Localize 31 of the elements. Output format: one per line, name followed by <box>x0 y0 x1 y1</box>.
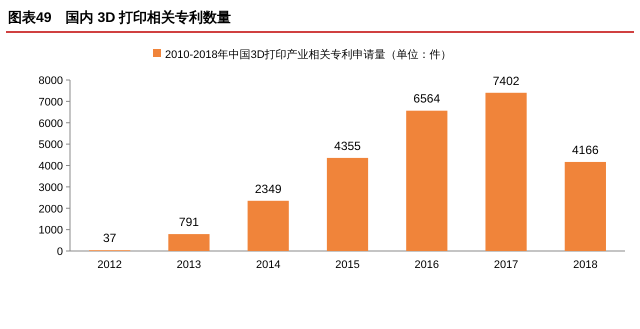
y-tick-label: 0 <box>56 246 63 258</box>
data-label: 4355 <box>334 138 362 153</box>
data-label: 37 <box>102 231 117 246</box>
bar <box>248 200 289 251</box>
x-tick-label: 2013 <box>176 259 202 271</box>
y-tick-label: 2000 <box>38 203 63 216</box>
y-tick-label: 7000 <box>38 96 63 108</box>
x-tick-label: 2016 <box>414 259 440 271</box>
y-tick-label: 1000 <box>38 224 63 237</box>
legend-label: 2010-2018年中国3D打印产业相关专利申请量（单位：件） <box>165 48 452 61</box>
y-tick-label: 8000 <box>38 75 63 87</box>
data-label: 4166 <box>572 142 600 157</box>
y-tick-label: 6000 <box>38 118 63 130</box>
chart-title: 图表49 国内 3D 打印相关专利数量 <box>8 9 232 25</box>
bar <box>168 234 210 251</box>
y-tick-label: 3000 <box>38 182 63 194</box>
bar <box>326 158 368 251</box>
x-tick-label: 2014 <box>256 259 280 271</box>
x-tick-label: 2018 <box>573 259 598 271</box>
x-tick-label: 2015 <box>335 259 360 271</box>
data-label: 7402 <box>492 74 520 88</box>
y-tick-label: 5000 <box>38 139 63 152</box>
bar <box>564 162 606 251</box>
bar <box>406 110 448 251</box>
data-label: 2349 <box>254 182 282 196</box>
data-label: 6564 <box>413 92 440 106</box>
y-tick-label: 4000 <box>38 160 63 172</box>
x-tick-label: 2017 <box>494 259 518 271</box>
bar <box>485 92 527 251</box>
x-tick-label: 2012 <box>97 259 122 271</box>
data-label: 791 <box>178 215 200 230</box>
